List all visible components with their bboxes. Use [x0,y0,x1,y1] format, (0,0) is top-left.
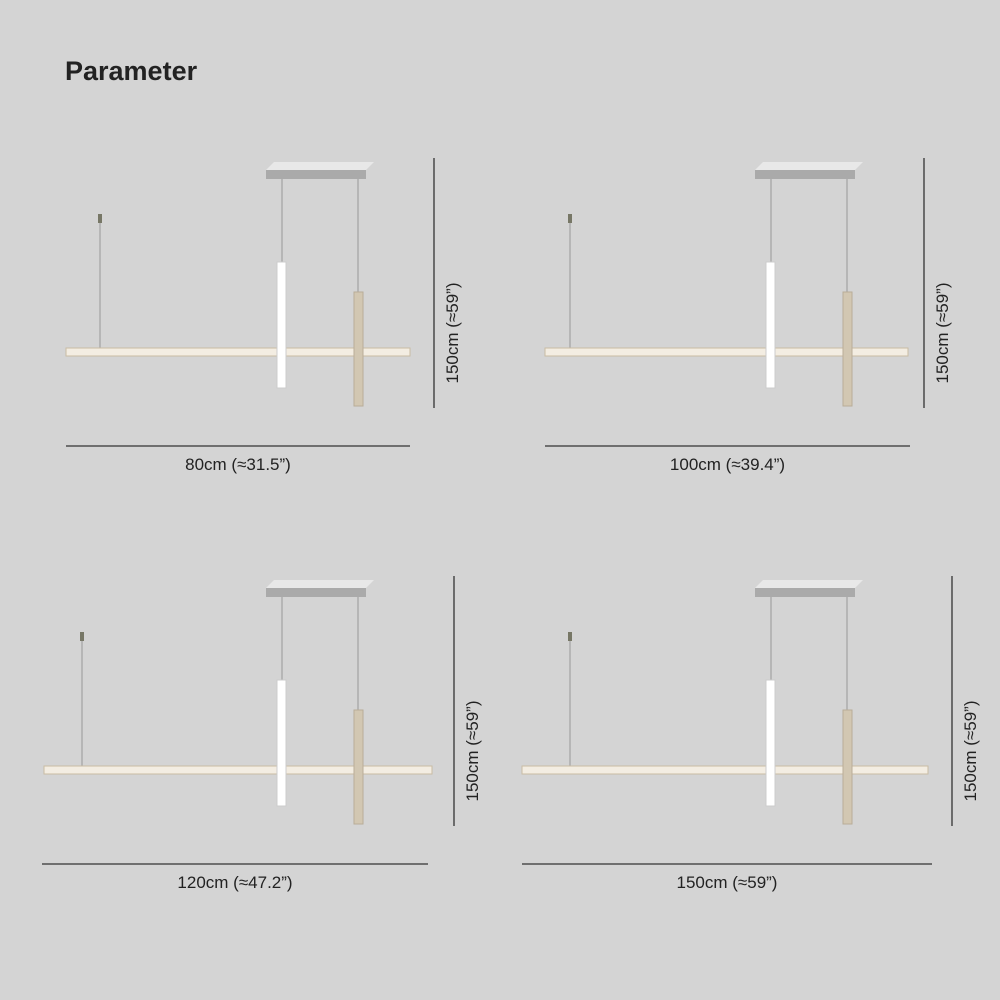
horizontal-bar [521,765,929,775]
horizontal-bar [43,765,433,775]
white-tube [276,261,287,389]
wire-clip [98,214,102,223]
canopy [266,580,374,588]
lamp-panel: 150cm (≈59”) 150cm (≈59”) [521,576,980,892]
height-label: 150cm (≈59”) [463,701,482,802]
canopy [755,162,863,170]
white-tube [765,679,776,807]
width-label: 120cm (≈47.2”) [177,873,292,892]
title: Parameter [65,56,198,86]
canopy [755,580,863,588]
canopy-front [755,170,855,179]
wire-clip [568,632,572,641]
height-label: 150cm (≈59”) [933,283,952,384]
gold-tube [842,709,853,825]
width-label: 80cm (≈31.5”) [185,455,291,474]
wire-clip [80,632,84,641]
width-label: 150cm (≈59”) [677,873,778,892]
canopy [266,162,374,170]
gold-tube [353,291,364,407]
lamp-panel: 150cm (≈59”) 100cm (≈39.4”) [544,158,952,474]
canopy-front [266,588,366,597]
canopy-front [755,588,855,597]
horizontal-bar [65,347,411,357]
width-label: 100cm (≈39.4”) [670,455,785,474]
gold-tube [842,291,853,407]
horizontal-bar [544,347,909,357]
white-tube [276,679,287,807]
panels: 150cm (≈59”) 80cm (≈31.5”) 150cm (≈59”) 100… [42,158,980,892]
lamp-panel: 150cm (≈59”) 120cm (≈47.2”) [42,576,482,892]
gold-tube [353,709,364,825]
canopy-front [266,170,366,179]
height-label: 150cm (≈59”) [443,283,462,384]
height-label: 150cm (≈59”) [961,701,980,802]
lamp-panel: 150cm (≈59”) 80cm (≈31.5”) [65,158,462,474]
wire-clip [568,214,572,223]
white-tube [765,261,776,389]
